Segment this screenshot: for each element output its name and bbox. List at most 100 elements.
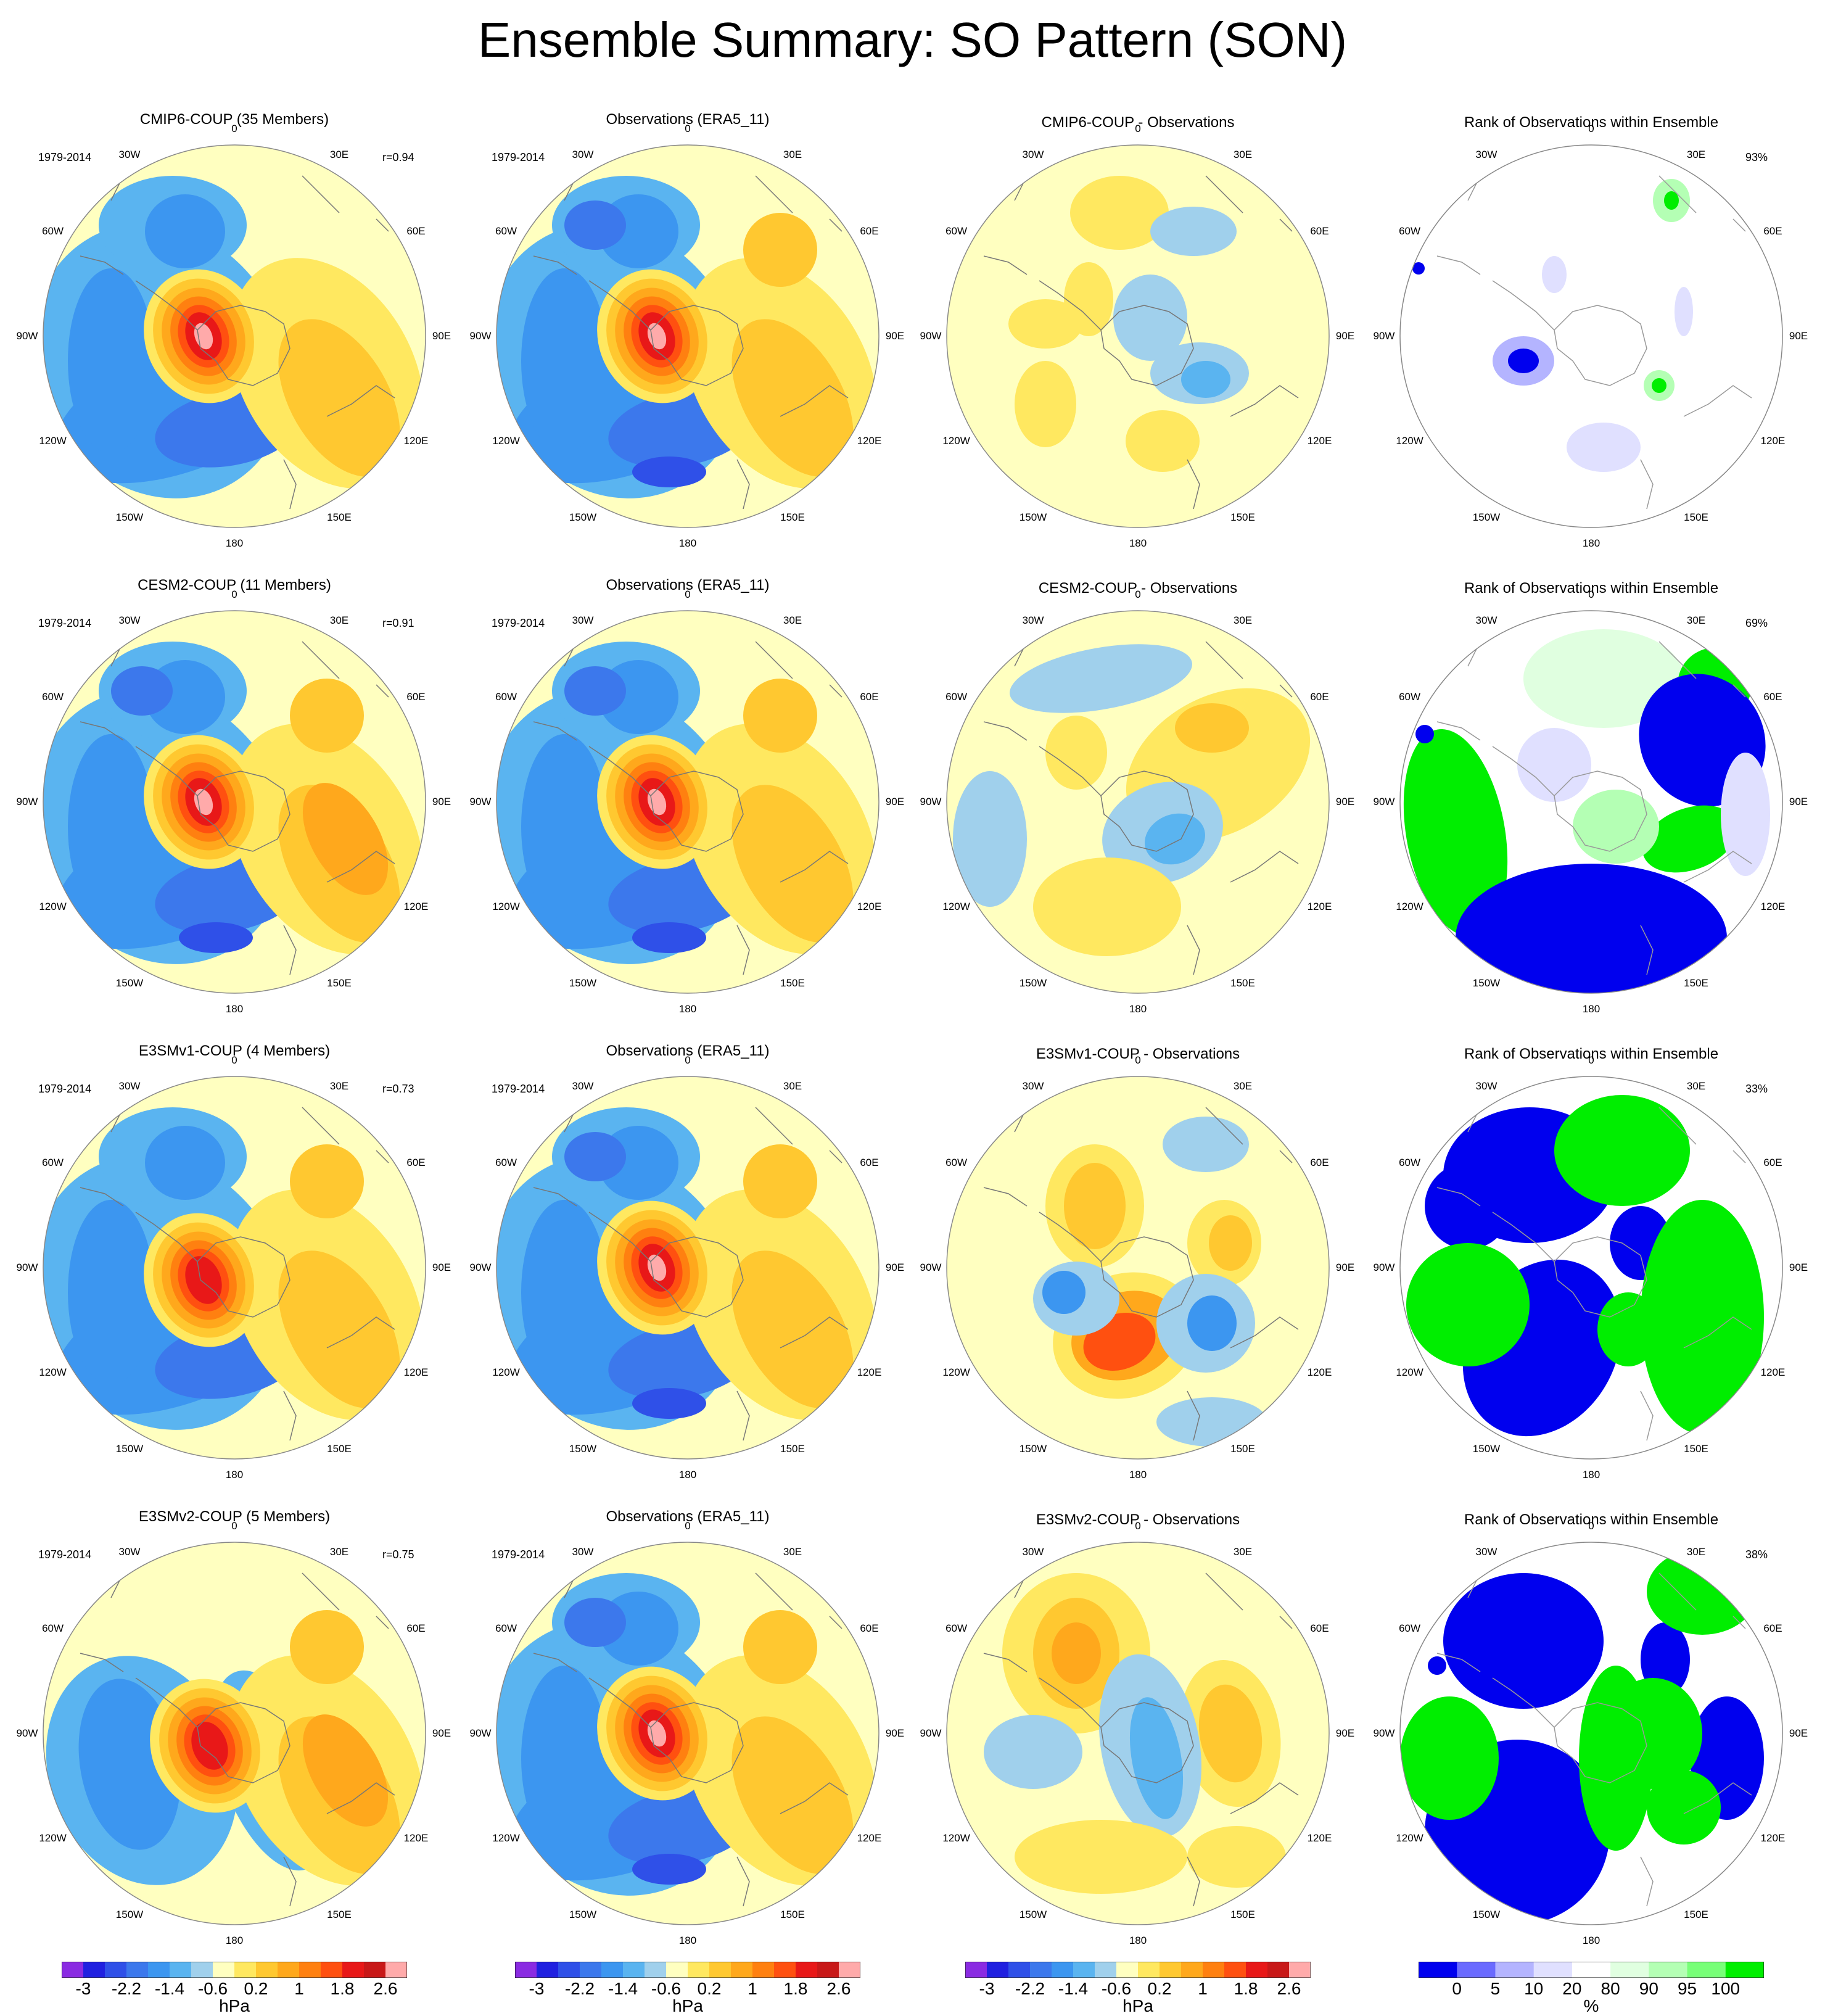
panel-1-0-lon-label: 90W [16,796,38,808]
diff-map-3-coast-1 [1039,1677,1102,1728]
colorbar-hpa-1-units: hPa [219,1996,250,2015]
colorbar-hpa-3-swatch [1246,1962,1268,1978]
model-map-0-contour-4 [145,194,225,268]
obs-map-2-coast-7 [829,1150,842,1163]
panel-1-3-lon-label: 120W [1396,901,1423,912]
colorbar-hpa-2 [515,1962,860,1978]
rank-map-1-coast-0 [1554,770,1647,852]
rank-map-2-field [1400,1076,1782,1459]
panel-2-2-lon-label: 90W [920,1262,942,1273]
panel-2-2-lon-label: 30W [1022,1080,1044,1092]
panel-3-3-lon-label: 90E [1789,1727,1808,1739]
diff-map-0-contour-7 [1126,410,1200,472]
panel-0-3-lon-label: 180 [1582,537,1600,549]
panel-0-1-lon-label: 120E [857,435,882,447]
panel-0-3-lon-label: 120E [1760,435,1786,447]
panel-1-3-lon-label: 90E [1789,796,1808,808]
panel-0-0-lon-label: 30W [118,148,141,160]
model-map-0-coast-5 [326,385,395,417]
panel-2-0-lon-label: 30E [329,1080,349,1092]
colorbar-hpa-1-swatch [342,1962,365,1978]
panel-2-1-lon-label: 0 [685,1054,691,1066]
panel-3-2-lon-label: 30W [1022,1545,1044,1558]
diff-panel-title: CESM2-COUP - Observations [1038,580,1238,597]
diff-map-3-coast-5 [1230,1782,1299,1814]
model-map-2-coast-7 [376,1150,389,1163]
panel-1-2-lon-label: 180 [1129,1003,1147,1015]
model-map-1-coast-3 [80,721,124,741]
obs-map-1-coast-1 [588,746,651,796]
rank-map-1-coast-3 [1436,721,1481,741]
panel-1-1-lon-label: 0 [685,589,691,600]
obs-map-3-field [496,1542,879,1925]
colorbar-rank-tick-label: 95 [1677,1979,1697,1998]
diff-map-3-contour-4 [1198,1684,1263,1783]
panel-0-0-lon-label: 60E [406,225,426,237]
colorbar-hpa-2-swatch [817,1962,839,1978]
obs-map-3-coast-3 [533,1653,577,1672]
diff-map-1-contour-0 [1010,644,1192,713]
correlation-label: r=0.94 [382,151,414,163]
model-map-1-coast-0 [197,770,290,852]
rank-map-1-contour-7 [1517,728,1591,802]
colorbar-hpa-2-swatch [774,1962,796,1978]
colorbar-hpa-1-swatch [105,1962,127,1978]
colorbar-hpa-2-swatch [688,1962,710,1978]
diff-map-0-coast-3 [983,255,1028,275]
model-map-1-contour-6 [179,922,253,953]
model-map-1-coastlines [80,622,395,975]
diff-map-1-contour-4 [953,771,1027,907]
panel-2-3-lon-label: 120E [1760,1366,1786,1378]
rank-map-1-coast-7 [1732,684,1746,698]
colorbar-hpa-1-swatch [299,1962,321,1978]
panel-1-0-lon-label: 120E [403,901,429,912]
model-map-2-coast-3 [80,1187,124,1207]
rank-map-2-contour-5 [1406,1243,1530,1366]
diff-map-3-coast-6 [1187,1856,1200,1907]
diff-map-1-contour-5 [1045,716,1107,790]
colorbar-rank-swatch [1725,1962,1764,1978]
panel-0-1-lon-label: 90E [885,330,905,342]
diff-map-3-coast-0 [1100,1702,1194,1783]
colorbar-hpa-2-tick-label: 1.8 [783,1979,808,1998]
diff-map-1 [946,610,1330,994]
panel-0-0-lon-label: 60W [42,225,64,237]
panel-1-0-lon-label: 30E [329,614,349,626]
model-map-1-coast-6 [283,925,297,975]
panel-0-2-lon-label: 30E [1233,148,1253,160]
panel-2-1-lon-label: 90W [469,1262,492,1273]
rank-map-3-contour-4 [1647,1548,1758,1635]
panel-3-3-lon-label: 30W [1475,1545,1497,1558]
panel-2-0-lon-label: 120E [403,1366,429,1378]
colorbar-hpa-3-tick-label: 1.8 [1234,1979,1258,1998]
diff-map-2-background [947,1076,1329,1459]
colorbar-hpa-1-tick-label: -1.4 [154,1979,185,1998]
panel-1-2-lon-label: 150E [1230,977,1255,989]
rank-map-0-contour-7 [1542,256,1567,293]
panel-3-0-lon-label: 30E [329,1545,349,1558]
figure-title: Ensemble Summary: SO Pattern (SON) [477,12,1348,67]
obs-map-1-coast-3 [533,721,577,741]
panel-2-2-lon-label: 150E [1230,1443,1255,1455]
rank-map-0-coastlines [1436,157,1752,510]
model-map-2-contour-8 [290,1144,364,1218]
period-label: 1979-2014 [492,1083,545,1095]
obs-map-2 [496,1076,880,1460]
rank-map-2-coast-5 [1683,1316,1752,1349]
obs-map-2-coast-5 [780,1316,849,1349]
panel-3-0-lon-label: 0 [231,1520,237,1532]
diff-panel-title: E3SMv2-COUP - Observations [1036,1511,1240,1528]
panel-2-2-lon-label: 0 [1135,1054,1141,1066]
model-map-0-contour-2 [68,268,154,453]
panel-1-3-lon-label: 120E [1760,901,1786,912]
panel-3-2-lon-label: 120W [942,1832,970,1844]
rank-map-3-coast-7 [1732,1616,1746,1629]
obs-panel-title: Observations (ERA5_11) [606,1508,770,1525]
panel-2-1-lon-label: 180 [678,1469,697,1481]
colorbar-hpa-1-swatch [170,1962,192,1978]
colorbar-hpa-1-swatch [126,1962,149,1978]
obs-map-2-coast-1 [588,1212,651,1262]
diff-map-2-coast-3 [983,1187,1028,1207]
panel-0-3-lon-label: 120W [1396,435,1423,447]
panel-2-0-lon-label: 120W [39,1366,67,1378]
